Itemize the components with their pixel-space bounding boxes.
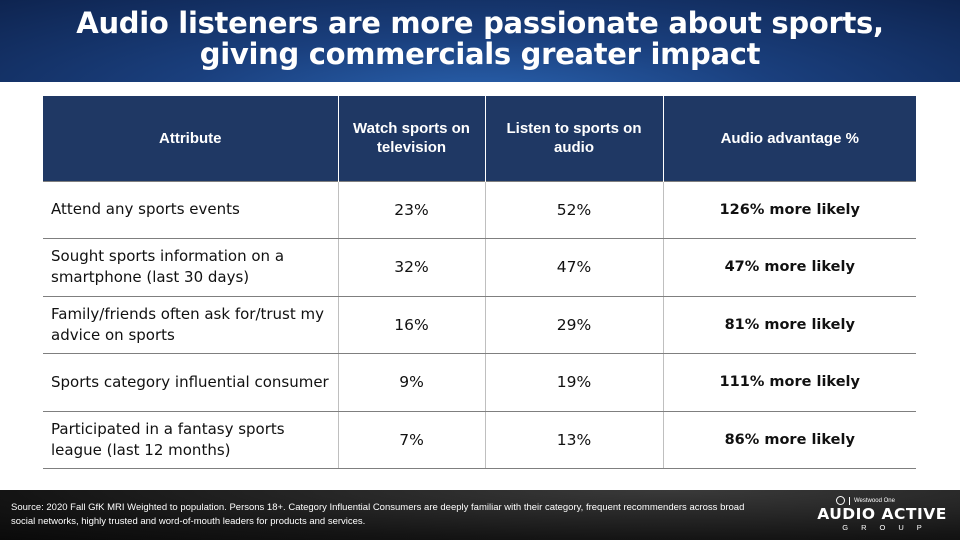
brand-divider (849, 496, 850, 505)
title-banner: Audio listeners are more passionate abou… (0, 0, 960, 82)
cell-audio: 19% (485, 353, 664, 412)
cell-tv: 23% (338, 180, 486, 239)
cell-tv: 32% (338, 238, 486, 297)
footer-bar: Source: 2020 Fall GfK MRI Weighted to po… (0, 490, 960, 540)
table-row: Attend any sports events 23% 52% 126% mo… (43, 180, 916, 239)
header-attribute: Attribute (43, 96, 339, 181)
cell-advantage: 47% more likely (663, 238, 916, 297)
cell-audio: 13% (485, 411, 664, 469)
title-line-1: Audio listeners are more passionate abou… (76, 6, 884, 40)
cell-tv: 9% (338, 353, 486, 412)
brand-partner-strip: Westwood One (836, 496, 895, 505)
cell-attribute: Participated in a fantasy sports league … (43, 411, 339, 469)
cell-tv: 16% (338, 296, 486, 354)
cell-attribute: Sports category influential consumer (43, 353, 339, 412)
cell-attribute: Attend any sports events (43, 180, 339, 239)
table-row: Sought sports information on a smartphon… (43, 238, 916, 297)
comparison-table: Attribute Watch sports on television Lis… (43, 96, 916, 469)
header-listen-audio: Listen to sports on audio (485, 96, 664, 181)
header-audio-advantage: Audio advantage % (663, 96, 916, 181)
cell-advantage: 111% more likely (663, 353, 916, 412)
cell-audio: 29% (485, 296, 664, 354)
source-note: Source: 2020 Fall GfK MRI Weighted to po… (11, 502, 745, 527)
table-row: Participated in a fantasy sports league … (43, 411, 916, 469)
brand-partner: Westwood One (854, 497, 895, 504)
cell-audio: 52% (485, 180, 664, 239)
brand-sub: GROUP (842, 523, 935, 532)
brand-logo: Westwood One AUDIO ACTIVE GROUP (812, 496, 952, 536)
cell-attribute: Sought sports information on a smartphon… (43, 238, 339, 297)
cell-tv: 7% (338, 411, 486, 469)
table-header-row: Attribute Watch sports on television Lis… (43, 96, 916, 181)
cell-audio: 47% (485, 238, 664, 297)
table-row: Family/friends often ask for/trust my ad… (43, 296, 916, 354)
header-watch-tv: Watch sports on television (338, 96, 486, 181)
cumulus-circle-icon (836, 496, 845, 505)
cell-attribute: Family/friends often ask for/trust my ad… (43, 296, 339, 354)
brand-name: AUDIO ACTIVE (817, 505, 947, 523)
cell-advantage: 126% more likely (663, 180, 916, 239)
table-row: Sports category influential consumer 9% … (43, 353, 916, 412)
title-line-2: giving commercials greater impact (199, 37, 761, 71)
slide-title: Audio listeners are more passionate abou… (0, 8, 960, 70)
cell-advantage: 81% more likely (663, 296, 916, 354)
cell-advantage: 86% more likely (663, 411, 916, 469)
